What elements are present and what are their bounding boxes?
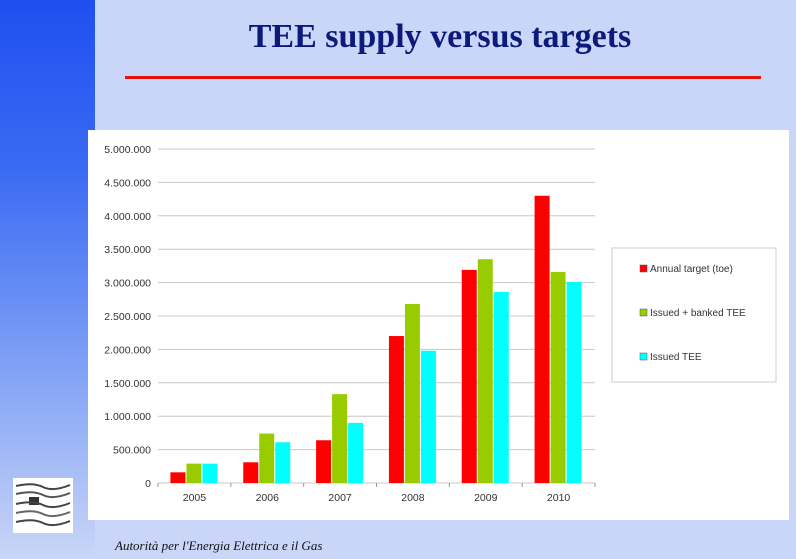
- y-tick-label: 4.500.000: [104, 177, 151, 189]
- x-tick-label: 2007: [328, 492, 352, 504]
- legend-swatch: [639, 352, 648, 361]
- title-underline: [125, 76, 761, 79]
- y-tick-label: 4.000.000: [104, 211, 151, 223]
- bar: [493, 291, 509, 483]
- sidebar-gradient: [0, 0, 95, 559]
- y-tick-label: 5.000.000: [104, 144, 151, 156]
- y-tick-label: 0: [145, 478, 151, 490]
- logo-graphic: [15, 483, 71, 527]
- legend-swatch: [639, 264, 648, 273]
- footer-text: Autorità per l'Energia Elettrica e il Ga…: [115, 538, 323, 553]
- x-tick-label: 2005: [183, 492, 207, 504]
- bar: [170, 472, 186, 483]
- y-tick-label: 3.500.000: [104, 244, 151, 256]
- legend-box: [611, 247, 777, 383]
- legend-label: Issued + banked TEE: [650, 308, 746, 319]
- bar-chart: 0 500.000 1.000.000 1.500.000 2.000.000 2.500…: [104, 144, 777, 504]
- bar: [259, 433, 275, 483]
- x-tick-label: 2009: [474, 492, 498, 504]
- bar: [332, 394, 348, 483]
- y-tick-label: 3.000.000: [104, 278, 151, 290]
- bar: [404, 303, 420, 483]
- bar: [202, 463, 218, 483]
- bar: [461, 269, 477, 483]
- bar: [477, 259, 493, 483]
- bar: [275, 442, 291, 483]
- bar: [420, 350, 436, 483]
- y-tick-label: 2.000.000: [104, 344, 151, 356]
- y-tick-label: 1.000.000: [104, 411, 151, 423]
- bar: [550, 271, 566, 483]
- bar: [243, 462, 259, 483]
- bar: [186, 463, 202, 483]
- legend-label: Annual target (toe): [650, 264, 733, 275]
- legend-label: Issued TEE: [650, 352, 702, 363]
- bar: [534, 195, 550, 483]
- y-tick-label: 2.500.000: [104, 311, 151, 323]
- x-tick-label: 2006: [256, 492, 280, 504]
- x-tick-label: 2008: [401, 492, 425, 504]
- y-tick-label: 1.500.000: [104, 378, 151, 390]
- slide-title: TEE supply versus targets: [248, 18, 632, 55]
- y-tick-label: 500.000: [113, 445, 151, 457]
- legend-swatch: [639, 308, 648, 317]
- bar: [348, 422, 364, 483]
- bar: [566, 281, 582, 483]
- x-tick-label: 2010: [547, 492, 571, 504]
- bar: [316, 440, 332, 483]
- authority-logo: [13, 478, 73, 533]
- bar: [388, 336, 404, 483]
- chart-panel: 0 500.000 1.000.000 1.500.000 2.000.000 2.500…: [88, 130, 789, 520]
